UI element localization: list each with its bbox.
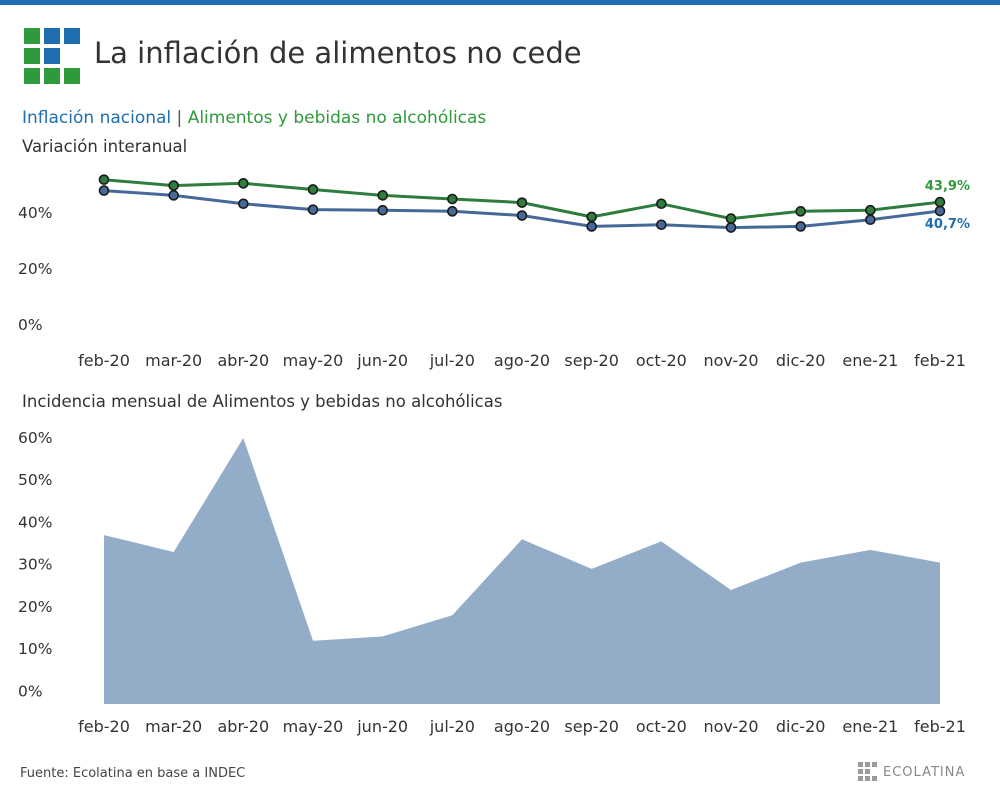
area-fill: [104, 438, 940, 704]
x-tick-label: abr-20: [218, 351, 270, 370]
data-point: [586, 221, 597, 232]
data-point: [307, 204, 319, 215]
logo-grid-icon: [24, 28, 80, 84]
data-point: [656, 198, 667, 210]
brand-name: ECOLATINA: [883, 764, 966, 780]
monthly-incidence-area-chart: 0% 10% 20% 30% 40% 50% 60% feb-20 mar-20 abr-20 ma…: [18, 429, 966, 736]
series-line: [103, 189, 941, 230]
x-tick-label: oct-20: [636, 351, 687, 370]
data-point: [795, 221, 806, 232]
data-point: [865, 214, 876, 226]
brand-cell: [872, 762, 877, 767]
x-tick-label: feb-21: [914, 717, 966, 736]
x-tick-label: ago-20: [494, 351, 550, 370]
x-tick-label: jun-20: [356, 717, 408, 736]
data-point: [238, 198, 249, 210]
brand-cell: [872, 776, 877, 781]
brand-cell: [858, 776, 863, 781]
x-tick-label: may-20: [283, 717, 344, 736]
data-point: [865, 204, 876, 216]
top-accent-rule: [0, 0, 1000, 5]
data-point: [516, 210, 528, 221]
x-tick-label: dic-20: [776, 717, 826, 736]
y-tick-label: 50%: [18, 471, 52, 489]
logo-cell: [44, 68, 60, 84]
brand-cell: [865, 769, 870, 774]
x-tick-label: ene-21: [842, 717, 898, 736]
data-point: [656, 219, 667, 231]
data-point: [795, 206, 806, 217]
chart2-subtitle: Incidencia mensual de Alimentos y bebida…: [22, 392, 503, 411]
legend-food: Alimentos y bebidas no alcohólicas: [187, 108, 487, 128]
end-value-label: 43,9%: [925, 179, 970, 194]
logo-cell: [44, 28, 60, 44]
data-point: [238, 178, 249, 189]
data-point: [98, 185, 110, 196]
data-point: [168, 180, 179, 191]
end-value-label: 40,7%: [925, 217, 970, 232]
data-point: [934, 196, 946, 208]
data-point: [516, 197, 528, 208]
source-note: Fuente: Ecolatina en base a INDEC: [20, 766, 246, 781]
x-tick-label: abr-20: [218, 717, 270, 736]
y-tick-label: 20%: [18, 260, 52, 278]
x-tick-label: feb-20: [78, 717, 130, 736]
x-tick-label: oct-20: [636, 717, 687, 736]
data-point: [307, 184, 319, 195]
data-point: [934, 205, 946, 217]
yoy-line-chart: 0% 20% 40% feb-20 mar-20 abr-20 may-20 jun-20 ju…: [18, 174, 970, 370]
y-tick-label: 0%: [18, 316, 43, 334]
logo-cell: [24, 48, 40, 64]
data-point: [725, 213, 737, 224]
logo-cell: [24, 68, 40, 84]
y-tick-label: 60%: [18, 429, 52, 447]
logo-cell: [64, 68, 80, 84]
page-title: La inflación de alimentos no cede: [94, 36, 582, 70]
x-tick-label: sep-20: [564, 351, 618, 370]
chart-legend: Inflación nacional | Alimentos y bebidas…: [22, 108, 486, 128]
legend-separator: |: [176, 108, 183, 128]
data-point: [377, 190, 388, 201]
data-point: [447, 193, 458, 205]
brand-cell: [858, 762, 863, 767]
brand-logo: ECOLATINA: [858, 762, 965, 782]
x-tick-label: jun-20: [356, 351, 408, 370]
data-point: [377, 204, 388, 216]
x-tick-label: feb-20: [78, 351, 130, 370]
chart1-subtitle: Variación interanual: [22, 137, 188, 156]
data-point: [725, 222, 737, 233]
legend-national: Inflación nacional: [22, 108, 172, 128]
y-tick-label: 20%: [18, 598, 52, 616]
x-tick-label: ago-20: [494, 717, 550, 736]
data-point: [586, 211, 597, 223]
x-tick-label: sep-20: [564, 717, 618, 736]
x-tick-label: dic-20: [776, 351, 826, 370]
logo-cell: [64, 28, 80, 44]
brand-cell: [865, 776, 870, 781]
brand-cell: [865, 762, 870, 767]
x-tick-label: feb-21: [914, 351, 966, 370]
y-tick-label: 40%: [18, 204, 52, 222]
y-tick-label: 40%: [18, 513, 52, 531]
x-tick-label: mar-20: [145, 717, 202, 736]
y-tick-label: 0%: [18, 682, 43, 700]
y-tick-label: 10%: [18, 640, 52, 658]
logo-cell: [44, 48, 60, 64]
x-tick-label: nov-20: [703, 351, 758, 370]
x-tick-label: may-20: [283, 351, 344, 370]
x-tick-label: nov-20: [703, 717, 758, 736]
x-tick-label: ene-21: [842, 351, 898, 370]
brand-grid-icon: [858, 762, 877, 781]
logo-cell: [24, 28, 40, 44]
brand-cell: [858, 769, 863, 774]
x-tick-label: jul-20: [429, 351, 475, 370]
y-tick-label: 30%: [18, 556, 52, 574]
x-tick-label: jul-20: [429, 717, 475, 736]
data-point: [447, 206, 458, 217]
x-tick-label: mar-20: [145, 351, 202, 370]
data-point: [168, 190, 179, 201]
data-point: [98, 174, 110, 185]
